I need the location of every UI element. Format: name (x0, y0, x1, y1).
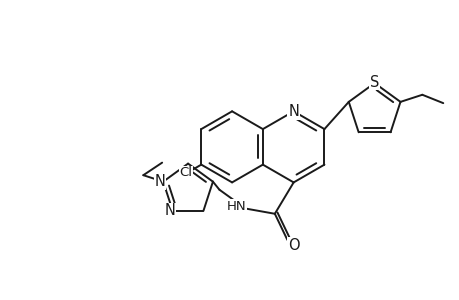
Text: N: N (154, 174, 165, 189)
Text: Cl: Cl (179, 167, 192, 179)
Text: N: N (288, 104, 298, 119)
Text: HN: HN (226, 200, 246, 213)
Text: O: O (287, 238, 299, 253)
Text: S: S (369, 74, 379, 89)
Text: N: N (164, 203, 174, 218)
